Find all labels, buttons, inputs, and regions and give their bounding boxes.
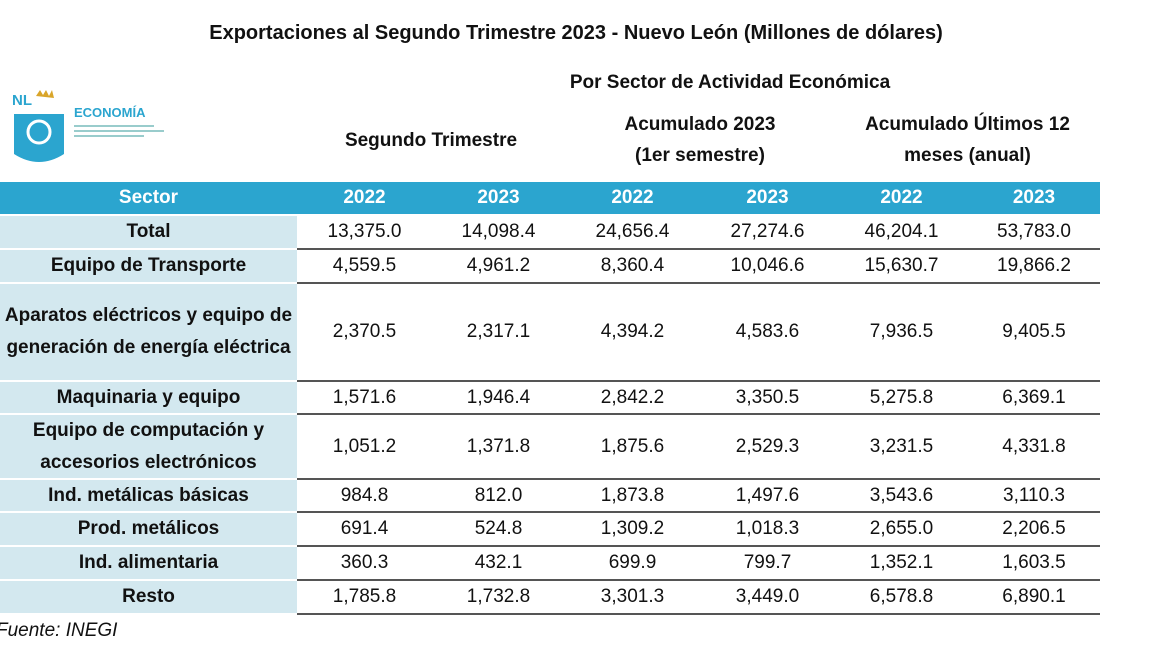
value-cell: 4,961.2 xyxy=(432,250,565,284)
value-cell: 4,331.8 xyxy=(968,415,1100,480)
value-cell: 3,449.0 xyxy=(700,581,835,615)
value-cell: 7,936.5 xyxy=(835,284,968,382)
sector-cell: Ind. alimentaria xyxy=(0,547,297,579)
logo: NL ECONOMÍA xyxy=(8,88,183,168)
value-cell: 1,603.5 xyxy=(968,547,1100,581)
shield-icon xyxy=(26,119,52,145)
value-cell: 1,352.1 xyxy=(835,547,968,581)
value-cell: 15,630.7 xyxy=(835,250,968,284)
value-cell: 699.9 xyxy=(565,547,700,581)
value-cell: 1,732.8 xyxy=(432,581,565,615)
value-cell: 6,369.1 xyxy=(968,382,1100,415)
logo-graphic: NL ECONOMÍA xyxy=(12,90,164,162)
logo-brand: NL xyxy=(12,92,32,109)
title: Exportaciones al Segundo Trimestre 2023 … xyxy=(209,22,943,44)
crown xyxy=(36,90,54,98)
header-cell: 2022 xyxy=(297,182,432,214)
value-cell: 360.3 xyxy=(297,547,432,581)
sector-cell: Ind. metálicas básicas xyxy=(0,480,297,511)
value-cell: 1,875.6 xyxy=(565,415,700,480)
value-cell: 9,405.5 xyxy=(968,284,1100,382)
value-cell: 1,873.8 xyxy=(565,480,700,513)
value-cell: 6,890.1 xyxy=(968,581,1100,615)
group-header: meses (anual) xyxy=(904,145,1031,166)
sector-cell: Equipo de Transporte xyxy=(0,250,297,282)
value-cell: 4,583.6 xyxy=(700,284,835,382)
value-cell: 2,655.0 xyxy=(835,513,968,547)
group-header: Acumulado 2023 xyxy=(624,114,776,135)
logo-text-line xyxy=(74,135,144,137)
value-cell: 2,317.1 xyxy=(432,284,565,382)
subtitle: Por Sector de Actividad Económica xyxy=(569,72,891,93)
value-cell: 27,274.6 xyxy=(700,216,835,250)
value-cell: 14,098.4 xyxy=(432,216,565,250)
value-cell: 6,578.8 xyxy=(835,581,968,615)
header-cell: 2023 xyxy=(432,182,565,214)
value-cell: 46,204.1 xyxy=(835,216,968,250)
header-cell: Sector xyxy=(0,182,297,214)
value-cell: 2,842.2 xyxy=(565,382,700,415)
header-cell: 2023 xyxy=(968,182,1100,214)
value-cell: 691.4 xyxy=(297,513,432,547)
value-cell: 3,301.3 xyxy=(565,581,700,615)
header-cell: 2022 xyxy=(565,182,700,214)
value-cell: 1,571.6 xyxy=(297,382,432,415)
value-cell: 799.7 xyxy=(700,547,835,581)
sector-cell: Prod. metálicos xyxy=(0,513,297,545)
sector-cell: Equipo de computación y accesorios elect… xyxy=(0,415,297,478)
value-cell: 1,309.2 xyxy=(565,513,700,547)
logo-text-line xyxy=(74,125,154,127)
value-cell: 1,497.6 xyxy=(700,480,835,513)
value-cell: 10,046.6 xyxy=(700,250,835,284)
value-cell: 2,206.5 xyxy=(968,513,1100,547)
sector-cell: Maquinaria y equipo xyxy=(0,382,297,413)
value-cell: 3,350.5 xyxy=(700,382,835,415)
value-cell: 1,946.4 xyxy=(432,382,565,415)
group-header: (1er semestre) xyxy=(635,145,765,166)
value-cell: 3,543.6 xyxy=(835,480,968,513)
value-cell: 812.0 xyxy=(432,480,565,513)
value-cell: 24,656.4 xyxy=(565,216,700,250)
header-cell: 2023 xyxy=(700,182,835,214)
logo-label: ECONOMÍA xyxy=(74,105,146,120)
sector-cell: Total xyxy=(0,216,297,248)
value-cell: 13,375.0 xyxy=(297,216,432,250)
value-cell: 8,360.4 xyxy=(565,250,700,284)
value-cell: 432.1 xyxy=(432,547,565,581)
shield xyxy=(14,114,64,162)
value-cell: 1,018.3 xyxy=(700,513,835,547)
group-header: Acumulado Últimos 12 xyxy=(865,114,1070,135)
header-cell: 2022 xyxy=(835,182,968,214)
value-cell: 2,370.5 xyxy=(297,284,432,382)
value-cell: 984.8 xyxy=(297,480,432,513)
sector-cell: Aparatos eléctricos y equipo de generaci… xyxy=(0,284,297,380)
value-cell: 4,394.2 xyxy=(565,284,700,382)
value-cell: 53,783.0 xyxy=(968,216,1100,250)
group-header: Segundo Trimestre xyxy=(344,130,518,151)
value-cell: 3,231.5 xyxy=(835,415,968,480)
value-cell: 1,785.8 xyxy=(297,581,432,615)
value-cell: 3,110.3 xyxy=(968,480,1100,513)
sector-cell: Resto xyxy=(0,581,297,613)
logo-text-line xyxy=(74,130,164,132)
source: Fuente: INEGI xyxy=(0,620,118,641)
value-cell: 524.8 xyxy=(432,513,565,547)
value-cell: 5,275.8 xyxy=(835,382,968,415)
value-cell: 1,371.8 xyxy=(432,415,565,480)
value-cell: 4,559.5 xyxy=(297,250,432,284)
value-cell: 1,051.2 xyxy=(297,415,432,480)
value-cell: 2,529.3 xyxy=(700,415,835,480)
value-cell: 19,866.2 xyxy=(968,250,1100,284)
